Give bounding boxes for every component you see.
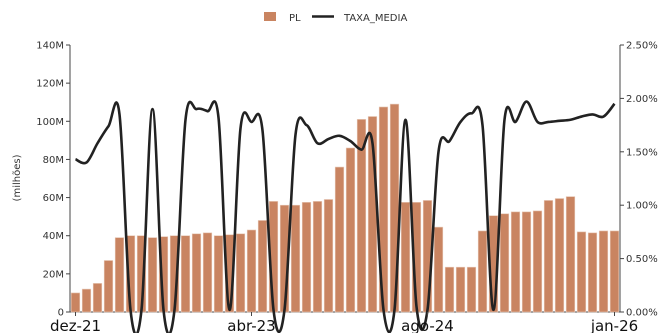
y-axis-title: (milhões) — [12, 154, 23, 201]
taxa-media-line — [74, 100, 616, 333]
pl-bar — [257, 220, 268, 313]
pl-bar — [81, 288, 92, 313]
pl-bar — [334, 166, 345, 313]
left-tick-label: 100M — [36, 117, 64, 128]
right-tick-label: 0.50% — [626, 254, 658, 265]
pl-bar — [609, 230, 620, 313]
pl-bar — [433, 226, 444, 313]
pl-bar — [510, 211, 521, 313]
left-tick-label: 0 — [58, 308, 64, 319]
x-tick-label: abr-23 — [227, 317, 275, 333]
pl-bar — [400, 202, 411, 313]
pl-bar — [290, 204, 301, 313]
x-tick-label: ago-24 — [401, 317, 454, 333]
right-tick-label: 2.00% — [626, 94, 658, 105]
pl-bar — [598, 230, 609, 313]
pl-bar — [499, 213, 510, 313]
pl-bar — [455, 266, 466, 313]
legend-swatch-pl — [264, 12, 276, 21]
pl-bar — [565, 196, 576, 313]
left-tick-label: 40M — [43, 231, 64, 242]
right-axis-ticks: 0.00% 0.50% 1.00% 1.50% 2.00% 2.50% — [620, 41, 658, 319]
pl-bar — [532, 210, 543, 313]
pl-bar — [246, 229, 257, 313]
pl-bar — [356, 119, 367, 313]
pl-bar — [92, 283, 103, 313]
pl-bar — [444, 266, 455, 313]
pl-bar — [213, 235, 224, 313]
pl-bar — [147, 237, 158, 313]
pl-bar — [587, 232, 598, 313]
x-tick-label: jan-26 — [590, 317, 638, 333]
pl-bar — [576, 231, 587, 313]
pl-bar — [554, 198, 565, 313]
left-tick-label: 120M — [36, 79, 64, 90]
left-tick-label: 20M — [43, 269, 64, 280]
pl-bar — [114, 237, 125, 313]
left-axis-ticks: 0 20M 40M 60M 80M 100M 120M 140M — [36, 41, 70, 319]
left-tick-label: 60M — [43, 193, 64, 204]
left-tick-label: 80M — [43, 155, 64, 166]
left-tick-label: 140M — [36, 41, 64, 52]
right-tick-label: 0.00% — [626, 308, 658, 319]
pl-bar — [477, 230, 488, 313]
pl-bar — [345, 147, 356, 313]
x-axis-ticks: dez-21 abr-23 ago-24 jan-26 — [50, 312, 638, 333]
right-tick-label: 1.00% — [626, 201, 658, 212]
pl-bars — [70, 103, 620, 313]
right-tick-label: 1.50% — [626, 147, 658, 158]
legend: PL TAXA_MEDIA — [264, 12, 407, 24]
pl-bar — [202, 232, 213, 313]
pl-bar — [103, 260, 114, 313]
pl-bar — [466, 266, 477, 313]
taxa-media-line-group — [74, 100, 616, 333]
pl-bar — [191, 233, 202, 313]
pl-bar — [70, 292, 81, 313]
legend-label-taxa-media: TAXA_MEDIA — [343, 13, 407, 24]
pl-bar — [301, 202, 312, 313]
pl-bar — [235, 233, 246, 313]
legend-label-pl: PL — [289, 13, 301, 24]
pl-bar — [543, 200, 554, 313]
pl-bar — [180, 235, 191, 313]
pl-bar — [323, 199, 334, 313]
pl-bar — [521, 211, 532, 313]
x-tick-label: dez-21 — [50, 317, 101, 333]
right-tick-label: 2.50% — [626, 41, 658, 52]
pl-bar — [312, 201, 323, 313]
